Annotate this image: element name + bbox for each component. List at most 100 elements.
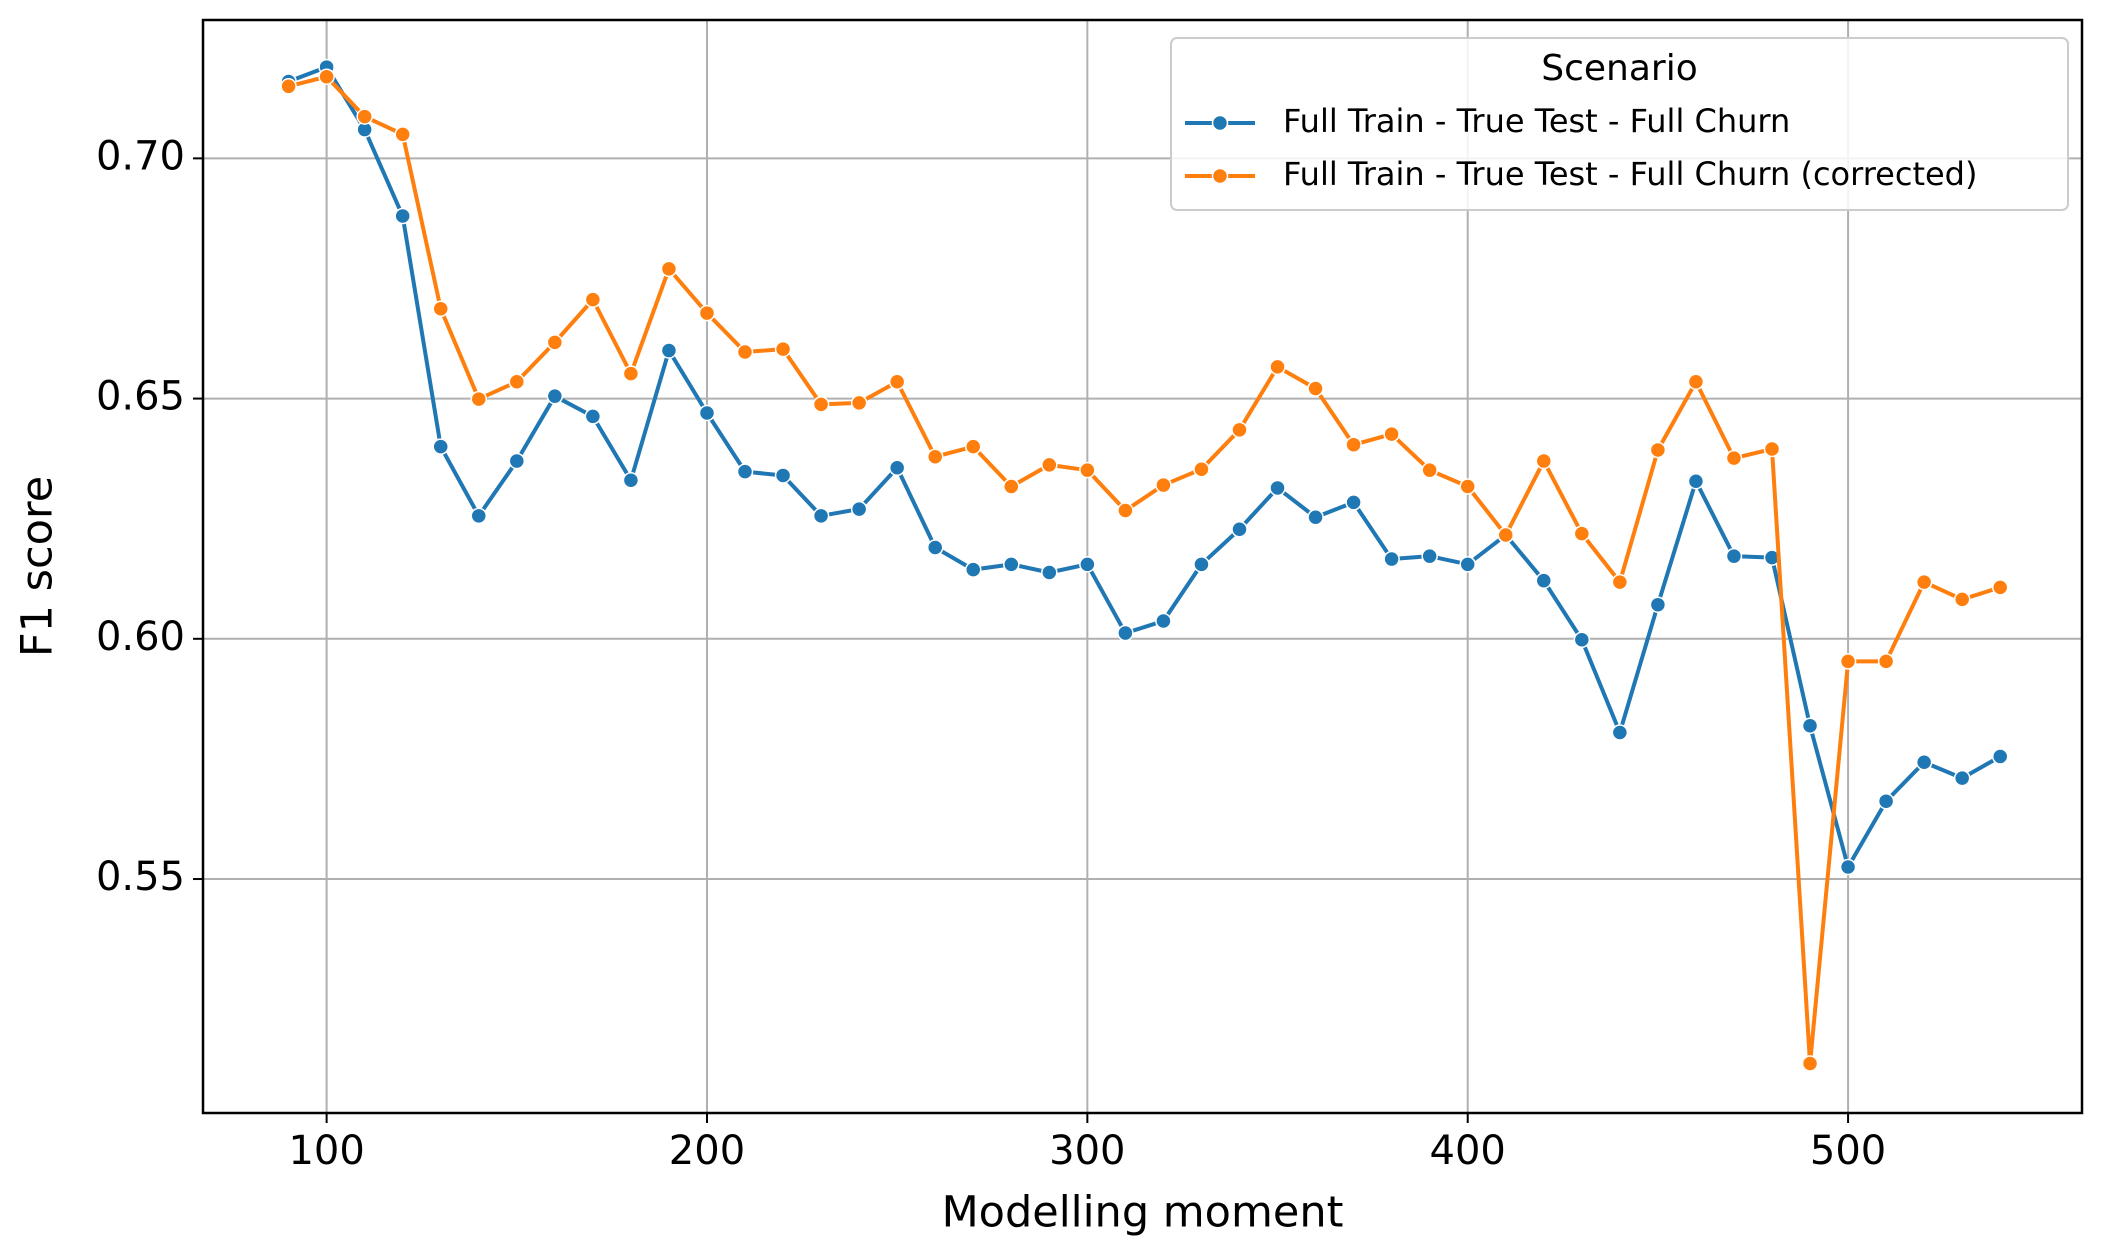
point <box>1003 556 1020 573</box>
x-axis-label: Modelling moment <box>942 1188 1344 1238</box>
point <box>1193 556 1210 573</box>
point <box>1573 631 1591 649</box>
point <box>622 365 640 382</box>
point <box>1877 653 1895 670</box>
point <box>432 438 449 455</box>
point <box>584 291 602 308</box>
point <box>1801 1055 1819 1072</box>
legend-label: Full Train - True Test - Full Churn <box>1283 102 1790 140</box>
point <box>1307 380 1324 397</box>
point <box>1041 456 1058 474</box>
point <box>1155 612 1172 630</box>
point <box>1649 441 1667 459</box>
point <box>1839 858 1857 876</box>
point <box>1687 373 1705 391</box>
point <box>1763 440 1781 458</box>
point <box>736 463 754 480</box>
legend-marker <box>1211 114 1229 132</box>
point <box>1383 550 1400 568</box>
point <box>1725 449 1743 467</box>
x-tick-label: 400 <box>1430 1128 1506 1174</box>
point <box>1687 472 1705 490</box>
point <box>546 387 564 405</box>
point <box>1383 425 1400 443</box>
point <box>1269 358 1286 376</box>
point <box>736 343 754 361</box>
point <box>1991 579 2009 596</box>
point <box>1421 461 1438 479</box>
legend-title: Scenario <box>1541 48 1698 89</box>
plot-frame <box>201 18 2084 1115</box>
point <box>1079 556 1096 573</box>
point <box>774 467 792 484</box>
point <box>1953 591 1971 608</box>
point <box>1117 502 1134 519</box>
point <box>1535 572 1553 589</box>
x-tick-label: 500 <box>1810 1128 1886 1174</box>
point <box>1725 547 1743 565</box>
point <box>1497 526 1514 544</box>
point <box>698 404 716 422</box>
point <box>1345 436 1362 453</box>
legend: Scenario Full Train - True Test - Full Ch… <box>1170 37 2069 211</box>
series-line <box>288 74 2001 1066</box>
point <box>546 334 564 351</box>
point <box>356 108 373 125</box>
point <box>1345 494 1362 511</box>
point <box>1117 624 1134 642</box>
point <box>888 373 906 391</box>
x-tick-label: 300 <box>1049 1128 1125 1174</box>
point <box>774 340 792 358</box>
y-tick-label: 0.60 <box>96 614 185 660</box>
point <box>1611 573 1629 591</box>
y-tick-label: 0.65 <box>96 374 185 420</box>
point <box>1421 547 1438 565</box>
point <box>432 300 449 317</box>
point <box>318 68 335 85</box>
point <box>508 373 526 391</box>
point <box>888 459 906 477</box>
point <box>280 78 297 95</box>
point <box>1269 479 1286 497</box>
point <box>1535 452 1553 470</box>
point <box>470 390 488 408</box>
point <box>1003 478 1020 495</box>
point <box>622 472 640 489</box>
point <box>1839 653 1857 670</box>
point <box>1611 724 1629 741</box>
point <box>660 342 678 359</box>
y-tick-label: 0.55 <box>96 854 185 900</box>
legend-marker <box>1211 167 1229 185</box>
point <box>508 452 526 470</box>
point <box>964 561 982 578</box>
x-tick-label: 200 <box>669 1128 745 1174</box>
point <box>1041 564 1058 581</box>
point <box>964 438 982 455</box>
point <box>926 539 944 556</box>
point <box>1231 521 1248 538</box>
point <box>660 260 678 278</box>
point <box>1991 748 2009 765</box>
point <box>584 408 602 425</box>
point <box>1079 461 1096 479</box>
point <box>394 207 411 225</box>
point <box>1877 792 1895 810</box>
point <box>698 304 716 322</box>
point <box>1915 754 1933 771</box>
y-tick-label: 0.70 <box>96 133 185 179</box>
y-axis-label: F1 score <box>13 476 63 657</box>
point <box>812 396 830 413</box>
point <box>1459 478 1476 495</box>
legend-label: Full Train - True Test - Full Churn (cor… <box>1283 155 1977 193</box>
point <box>1915 573 1933 591</box>
point <box>1193 460 1210 478</box>
point <box>394 126 411 143</box>
point <box>850 500 868 518</box>
series-line <box>287 65 2002 870</box>
point <box>812 507 830 525</box>
point <box>1649 596 1667 613</box>
point <box>1953 769 1971 787</box>
point <box>470 507 488 525</box>
